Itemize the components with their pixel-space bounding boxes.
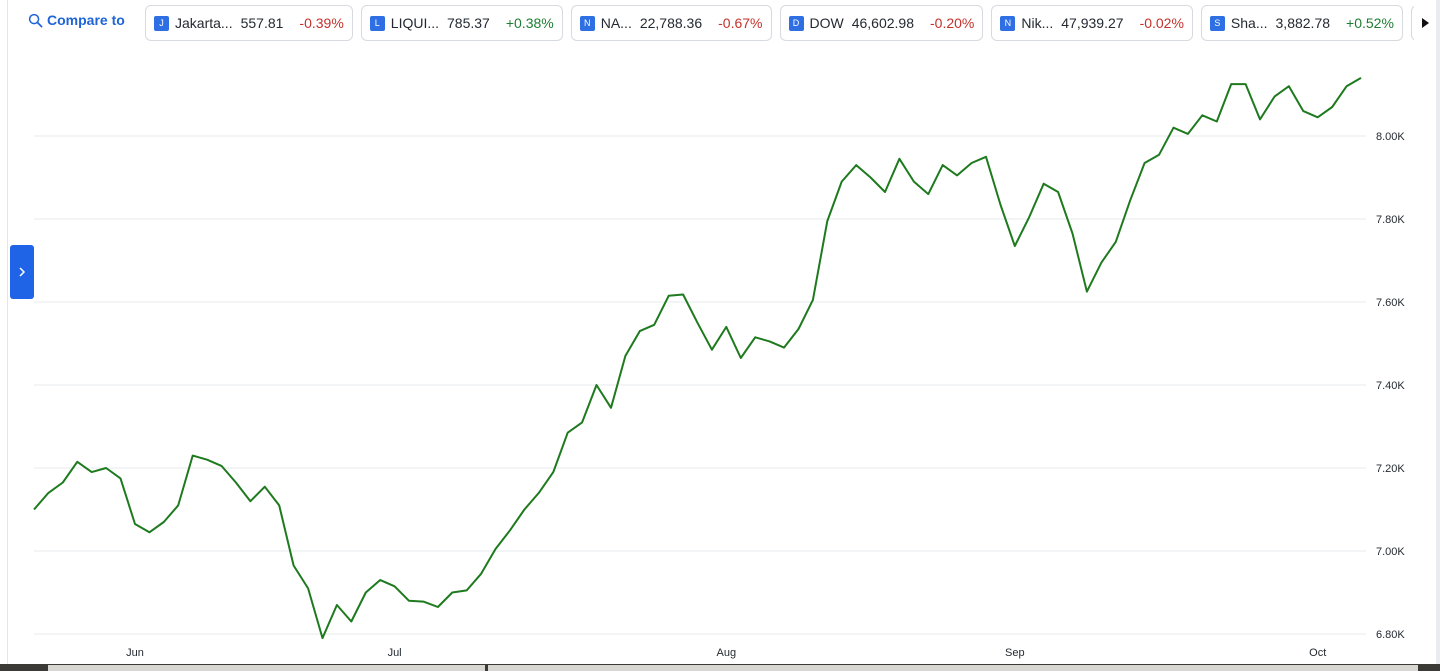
ticker-badge: J xyxy=(154,15,169,31)
chip-change: -0.20% xyxy=(930,15,975,31)
chip-name: NA... xyxy=(600,15,632,31)
x-tick-label: Aug xyxy=(717,647,737,659)
chip-price: 47,939.27 xyxy=(1061,15,1124,31)
compare-chip-jakarta[interactable]: J Jakarta... 557.81 -0.39% xyxy=(145,5,353,41)
window-right-edge xyxy=(1436,0,1440,664)
x-tick-label: Jun xyxy=(126,647,144,659)
chip-price: 46,602.98 xyxy=(851,15,915,31)
chip-name: Jakarta... xyxy=(175,15,233,31)
y-tick-label: 8.00K xyxy=(1376,131,1405,143)
compare-to-label: Compare to xyxy=(47,12,125,28)
x-axis: Jun Jul Aug Sep Oct xyxy=(126,647,1326,659)
y-tick-label: 6.80K xyxy=(1376,629,1405,641)
chip-name: DOW xyxy=(809,15,844,31)
chip-change: -0.39% xyxy=(299,15,344,31)
chip-name: LIQUI... xyxy=(390,15,440,31)
taskbar-strip xyxy=(0,664,1440,671)
compare-toolbar: Compare to J Jakarta... 557.81 -0.39% L … xyxy=(8,4,1436,42)
compare-chip-liquid[interactable]: L LIQUI... 785.37 +0.38% xyxy=(360,5,563,41)
chip-price: 785.37 xyxy=(447,15,490,31)
taskbar-segment xyxy=(488,665,1418,671)
chip-change: -0.67% xyxy=(718,15,763,31)
x-tick-label: Jul xyxy=(388,647,402,659)
chip-change: -0.02% xyxy=(1139,15,1184,31)
y-tick-label: 7.60K xyxy=(1376,297,1405,309)
y-tick-label: 7.40K xyxy=(1376,380,1405,392)
compare-chip-shanghai[interactable]: S Sha... 3,882.78 +0.52% xyxy=(1200,5,1403,41)
compare-chip-nasdaq[interactable]: N NA... 22,788.36 -0.67% xyxy=(570,5,772,41)
side-panel-toggle-button[interactable] xyxy=(10,245,34,299)
chip-change: +0.52% xyxy=(1346,15,1394,31)
window-left-edge xyxy=(0,0,8,664)
y-tick-label: 7.00K xyxy=(1376,546,1405,558)
chip-price: 557.81 xyxy=(240,15,284,31)
chip-price: 3,882.78 xyxy=(1275,15,1331,31)
ticker-badge: S xyxy=(1209,15,1225,31)
compare-to-button[interactable]: Compare to xyxy=(28,12,125,28)
chip-change: +0.38% xyxy=(505,15,554,31)
ticker-badge: D xyxy=(788,15,804,31)
x-tick-label: Oct xyxy=(1309,647,1326,659)
search-icon xyxy=(28,13,43,27)
ticker-badge: N xyxy=(579,15,595,31)
ticker-badge: N xyxy=(1000,15,1016,31)
ticker-badge: L xyxy=(369,15,385,31)
chart-grid xyxy=(34,135,1366,635)
compare-chip-dow[interactable]: D DOW 46,602.98 -0.20% xyxy=(779,5,984,41)
chip-name: Nik... xyxy=(1021,15,1054,31)
chip-price: 22,788.36 xyxy=(639,15,703,31)
y-tick-label: 7.20K xyxy=(1376,463,1405,475)
chevron-right-icon xyxy=(19,267,26,277)
compare-chip-nikkei[interactable]: N Nik... 47,939.27 -0.02% xyxy=(991,5,1193,41)
y-axis: 6.80K 7.00K 7.20K 7.40K 7.60K 7.80K 8.00K xyxy=(1376,131,1405,641)
comparison-chips: J Jakarta... 557.81 -0.39% L LIQUI... 78… xyxy=(145,5,1436,41)
price-series-line xyxy=(33,77,1362,640)
y-tick-label: 7.80K xyxy=(1376,214,1405,226)
x-tick-label: Sep xyxy=(1005,647,1025,659)
scroll-chips-right-button[interactable] xyxy=(1414,5,1436,41)
chip-name: Sha... xyxy=(1230,15,1268,31)
taskbar-segment xyxy=(48,665,485,671)
